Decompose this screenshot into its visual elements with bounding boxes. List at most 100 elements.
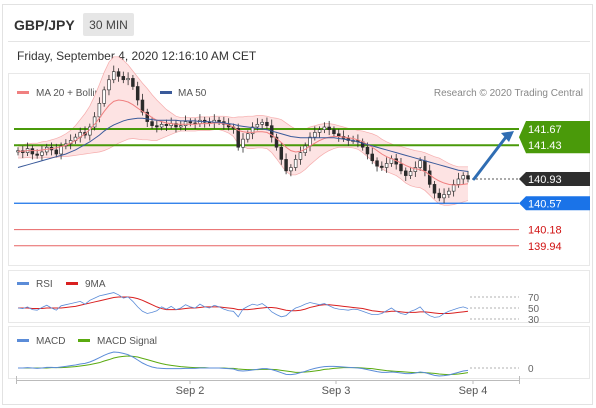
candle	[442, 188, 446, 204]
candle-body	[427, 170, 432, 185]
trend-arrow-shaft	[472, 135, 508, 181]
candle	[437, 188, 442, 202]
x-tick-label: Sep 3	[322, 385, 351, 397]
candle-body	[451, 184, 456, 192]
bollinger-legend-label: MA 20 + Bollinger Bands	[36, 88, 146, 99]
candle-body	[188, 121, 193, 124]
rsi-ma-legend-swatch	[66, 282, 78, 285]
candle-body	[423, 160, 427, 172]
candle-body	[370, 153, 374, 162]
candle-body	[284, 159, 288, 172]
rsi-line	[17, 292, 469, 318]
x-axis: Sep 2 Sep 3 Sep 4	[16, 376, 520, 397]
ma50-legend-swatch	[160, 91, 172, 94]
resistance-tag-box	[519, 121, 590, 154]
last-price-tag-box	[519, 171, 590, 186]
candle-body	[418, 160, 422, 168]
candle-body	[40, 151, 44, 156]
candle	[327, 120, 331, 136]
candle-body	[164, 124, 169, 126]
candle	[183, 115, 188, 132]
ma50-line	[17, 117, 469, 173]
candle	[399, 158, 403, 175]
candle-body	[384, 163, 389, 168]
rsi-legend-swatch	[17, 282, 29, 285]
candle-body	[159, 124, 164, 128]
candle-body	[35, 153, 39, 156]
candle-body	[289, 167, 293, 172]
candle-body	[246, 133, 250, 140]
rsi-tick-30: 30	[528, 315, 540, 326]
candle	[322, 122, 327, 134]
candle-body	[135, 86, 140, 101]
candle-body	[298, 152, 303, 160]
symbol-title: GBP/JPY	[14, 17, 75, 33]
candle	[164, 119, 169, 132]
candle-body	[442, 194, 446, 199]
candle-body	[447, 190, 451, 195]
rsi-legend-label: RSI	[36, 279, 53, 290]
candle	[54, 143, 59, 158]
candle-body	[365, 146, 370, 155]
candle	[217, 116, 221, 125]
candle	[384, 157, 389, 173]
candle-body	[408, 171, 413, 176]
candle	[102, 86, 106, 107]
candle	[461, 172, 465, 185]
candle	[179, 120, 183, 131]
candle	[121, 71, 126, 84]
candle-body	[217, 119, 221, 122]
bollinger-legend-swatch	[17, 91, 29, 94]
macd-line	[18, 351, 469, 377]
candle-body	[116, 71, 121, 77]
candle	[284, 153, 288, 175]
candle	[145, 108, 149, 127]
trend-arrow	[472, 131, 514, 181]
candle	[375, 157, 379, 172]
candle-body	[404, 170, 408, 176]
macd-tick-0: 0	[528, 364, 534, 375]
candle-body	[145, 111, 149, 122]
timeframe-badge[interactable]	[83, 13, 134, 36]
candle	[241, 133, 245, 153]
candle	[112, 65, 116, 84]
credit-text: Research © 2020 Trading Central	[434, 88, 583, 99]
candle	[279, 142, 284, 165]
candle-body	[121, 76, 126, 81]
candle-body	[317, 129, 322, 133]
macd-legend-swatch	[17, 339, 29, 342]
candle-body	[332, 129, 336, 135]
candle	[236, 123, 240, 151]
macd-plot: 0	[18, 351, 534, 377]
trend-arrow-head	[501, 131, 514, 143]
candle-body	[327, 126, 331, 130]
candle-body	[140, 99, 145, 113]
candle	[250, 122, 255, 140]
candle-body	[150, 121, 154, 126]
candle-body	[59, 145, 63, 155]
candle	[298, 146, 303, 165]
candle-body	[399, 163, 403, 172]
support-tag-1-label: 140.18	[528, 225, 562, 237]
macd-signal-line	[18, 355, 469, 376]
candle	[274, 133, 279, 151]
candle-body	[250, 126, 255, 135]
candle	[466, 170, 470, 183]
candle	[380, 161, 384, 171]
candle-body	[255, 124, 260, 128]
candle	[116, 68, 121, 82]
last-price-tag-label: 140.93	[528, 174, 562, 186]
pivot-tag-box	[519, 196, 590, 211]
candle-body	[54, 149, 59, 155]
moving-averages	[17, 99, 469, 186]
macd-signal-legend-label: MACD Signal	[97, 336, 157, 347]
candle-body	[183, 121, 188, 126]
candle-body	[107, 79, 111, 91]
rsi-tick-50: 50	[528, 304, 540, 315]
candle	[159, 120, 164, 131]
candle-body	[308, 136, 312, 147]
resistance-tag-label-1: 141.67	[528, 124, 562, 136]
candle	[188, 118, 193, 127]
candle-body	[461, 175, 465, 180]
